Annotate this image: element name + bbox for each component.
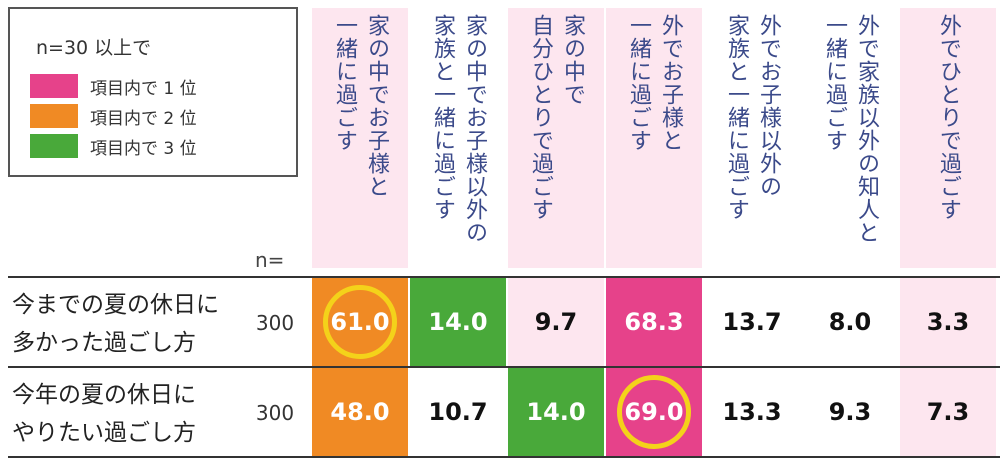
legend-swatch-rank1 — [30, 74, 78, 98]
n-header: n= — [255, 248, 285, 272]
legend-swatch-rank3 — [30, 134, 78, 158]
column-header-5: 外でお子様以外の 家族と一緒に過ごす — [704, 8, 800, 268]
column-header-label-3: 家の中で 自分ひとりで過ごす — [528, 14, 585, 221]
column-header-1: 家の中でお子様と 一緒に過ごす — [312, 8, 408, 268]
data-cell-r1-c2: 14.0 — [410, 278, 506, 366]
legend-label-rank3: 項目内で 3 位 — [90, 138, 197, 159]
row-label-1: 今までの夏の休日に 多かった過ごし方 — [12, 292, 219, 356]
column-header-label-5: 外でお子様以外の 家族と一緒に過ごす — [724, 14, 781, 221]
column-header-label-7: 外でひとりで過ごす — [936, 14, 961, 221]
divider-bottom — [8, 456, 1000, 458]
data-cell-r1-c3: 9.7 — [508, 278, 604, 366]
data-cell-r1-c1: 61.0 — [312, 278, 408, 366]
data-cell-r2-c2: 10.7 — [428, 398, 488, 426]
data-cell-r1-c4: 68.3 — [606, 278, 702, 366]
legend-swatch-rank2 — [30, 104, 78, 128]
data-cell-r2-c5: 13.3 — [722, 398, 782, 426]
column-header-label-6: 外で家族以外の知人と 一緒に過ごす — [822, 14, 879, 244]
row-label-2: 今年の夏の休日に やりたい過ごし方 — [12, 382, 196, 446]
legend-label-rank2: 項目内で 2 位 — [90, 108, 197, 129]
data-cell-r1-c7: 3.3 — [900, 278, 996, 366]
column-header-4: 外でお子様と 一緒に過ごす — [606, 8, 702, 268]
column-header-7: 外でひとりで過ごす — [900, 8, 996, 268]
column-header-3: 家の中で 自分ひとりで過ごす — [508, 8, 604, 268]
data-cell-r1-c5: 13.7 — [722, 308, 782, 336]
column-header-6: 外で家族以外の知人と 一緒に過ごす — [802, 8, 898, 268]
legend-sample-note: n=30 以上で — [36, 37, 152, 59]
column-header-2: 家の中でお子様以外の 家族と一緒に過ごす — [410, 8, 506, 268]
data-cell-r2-c7: 7.3 — [900, 368, 996, 456]
legend-item-rank1: 項目内で 1 位 — [30, 73, 197, 99]
column-header-label-4: 外でお子様と 一緒に過ごす — [626, 14, 683, 152]
legend-item-rank2: 項目内で 2 位 — [30, 103, 197, 129]
data-cell-r1-c6: 8.0 — [828, 308, 872, 336]
legend-item-rank3: 項目内で 3 位 — [30, 133, 197, 159]
divider-middle — [8, 366, 1000, 368]
data-cell-r2-c6: 9.3 — [828, 398, 872, 426]
row-n-1: 300 — [255, 311, 295, 335]
column-header-label-1: 家の中でお子様と 一緒に過ごす — [332, 14, 389, 198]
data-cell-r2-c1: 48.0 — [312, 368, 408, 456]
data-cell-r2-c3: 14.0 — [508, 368, 604, 456]
legend: n=30 以上で 項目内で 1 位 項目内で 2 位 項目内で 3 位 — [8, 7, 298, 177]
column-header-label-2: 家の中でお子様以外の 家族と一緒に過ごす — [430, 14, 487, 244]
legend-label-rank1: 項目内で 1 位 — [90, 78, 197, 99]
divider-top — [8, 276, 1000, 278]
data-cell-r2-c4: 69.0 — [606, 368, 702, 456]
row-n-2: 300 — [255, 401, 295, 425]
